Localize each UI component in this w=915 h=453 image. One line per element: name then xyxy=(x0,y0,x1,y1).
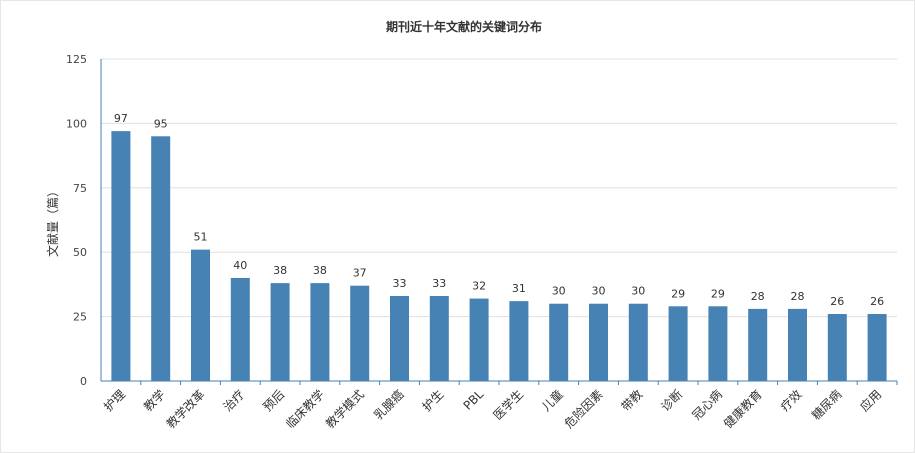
bar-value-label: 32 xyxy=(472,280,486,293)
bar-value-label: 37 xyxy=(353,267,367,280)
bar[interactable] xyxy=(230,277,250,381)
x-tick-label: 教学模式 xyxy=(322,387,367,432)
bar[interactable] xyxy=(788,308,807,381)
bar[interactable] xyxy=(390,295,409,381)
bar[interactable] xyxy=(111,131,131,381)
x-tick-label: 应用 xyxy=(857,387,885,415)
y-tick-label: 0 xyxy=(80,375,87,388)
x-tick-label: 儿童 xyxy=(538,387,566,415)
y-tick-label: 100 xyxy=(66,117,87,130)
x-tick-label: 治疗 xyxy=(221,387,248,414)
bar-value-label: 97 xyxy=(114,112,128,125)
bar-value-label: 33 xyxy=(393,277,407,290)
bar[interactable] xyxy=(867,314,887,381)
bar-value-label: 95 xyxy=(154,117,168,130)
bar[interactable] xyxy=(151,136,171,381)
bar[interactable] xyxy=(429,295,449,381)
grid-lines xyxy=(101,58,897,318)
bar[interactable] xyxy=(827,314,847,381)
bar[interactable] xyxy=(191,249,210,381)
bar-value-label: 33 xyxy=(432,277,446,290)
x-tick-label: 冠心病 xyxy=(689,387,725,423)
y-tick-label: 75 xyxy=(73,182,87,195)
y-tick-label: 125 xyxy=(66,53,87,66)
x-tick-label: 危险因素 xyxy=(561,387,606,432)
x-tick-label: 临床教学 xyxy=(282,387,327,432)
bar-value-label: 29 xyxy=(711,287,725,300)
bar[interactable] xyxy=(509,301,529,381)
x-tick-label: 医学生 xyxy=(490,387,526,423)
bar-value-label: 40 xyxy=(233,259,247,272)
bar[interactable] xyxy=(549,303,569,381)
bar-value-label: 29 xyxy=(671,287,685,300)
chart-title: 期刊近十年文献的关键词分布 xyxy=(386,19,542,34)
bar[interactable] xyxy=(270,283,290,381)
x-tick-label: 教学 xyxy=(140,387,168,415)
x-tick-label: 诊断 xyxy=(658,387,686,415)
bar-value-label: 30 xyxy=(631,285,645,298)
bar[interactable] xyxy=(310,283,330,381)
x-tick-label: 糖尿病 xyxy=(808,387,844,423)
bar-value-label: 38 xyxy=(273,264,287,277)
y-axis-ticks: 0 25 50 75 100 125 xyxy=(66,53,87,388)
x-tick-label: 预后 xyxy=(260,387,287,414)
x-tick-label: 健康教育 xyxy=(720,387,765,432)
bar-value-label: 31 xyxy=(512,282,526,295)
x-tick-label: 护理 xyxy=(101,387,128,414)
bar[interactable] xyxy=(708,306,728,381)
bar-value-label: 38 xyxy=(313,264,327,277)
bar[interactable] xyxy=(748,308,768,381)
bar[interactable] xyxy=(668,306,688,381)
data-labels: 97 95 51 40 38 38 37 33 33 32 31 30 30 30 29 29 28 28 26 26 xyxy=(114,112,884,308)
bar-value-label: 30 xyxy=(552,285,566,298)
bar-value-label: 26 xyxy=(830,295,844,308)
x-tick-label: PBL xyxy=(461,387,487,413)
x-tick-label: 护生 xyxy=(420,387,447,414)
y-tick-label: 25 xyxy=(73,311,87,324)
bar-value-label: 28 xyxy=(751,290,765,303)
y-tick-label: 50 xyxy=(73,246,87,259)
bars xyxy=(111,131,887,381)
bar-value-label: 30 xyxy=(592,285,606,298)
bar-value-label: 51 xyxy=(194,231,208,244)
bar[interactable] xyxy=(350,285,370,381)
y-axis-title: 文献量（篇） xyxy=(45,185,60,257)
x-tick-label: 乳腺癌 xyxy=(371,387,407,423)
bar[interactable] xyxy=(628,303,648,381)
bar[interactable] xyxy=(589,303,608,381)
x-axis-ticks: 护理 教学教学改革 治疗 预后临床教学教学模式 乳腺癌 护生 PBL 医学生 儿童危险因素 带教诊… xyxy=(101,381,898,432)
bar[interactable] xyxy=(469,298,489,381)
x-tick-label: 疗效 xyxy=(777,387,805,415)
bar-value-label: 28 xyxy=(791,290,805,303)
bar-value-label: 26 xyxy=(870,295,884,308)
x-tick-label: 教学改革 xyxy=(163,387,208,432)
x-tick-label: 带教 xyxy=(618,387,646,415)
